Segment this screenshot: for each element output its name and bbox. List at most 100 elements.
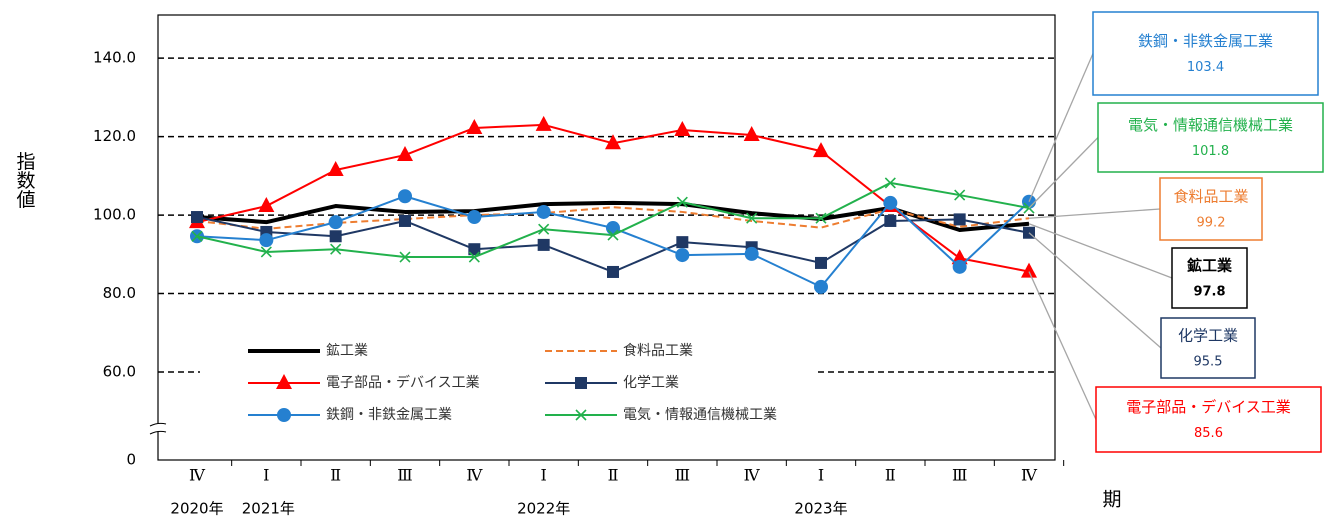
legend-label: 食料品工業 bbox=[623, 342, 693, 359]
legend-marker bbox=[277, 408, 291, 422]
callout-box bbox=[1095, 386, 1322, 453]
marker bbox=[674, 120, 691, 136]
callout-value: 101.8 bbox=[1192, 144, 1229, 159]
callout-name: 食料品工業 bbox=[1173, 188, 1248, 206]
marker bbox=[328, 215, 343, 230]
leader-line bbox=[1028, 271, 1097, 420]
callout-value: 85.6 bbox=[1194, 426, 1223, 441]
callout-box bbox=[1171, 247, 1248, 309]
marker bbox=[953, 213, 966, 226]
y-tick-label: 60.0 bbox=[103, 363, 136, 381]
callout-value: 103.4 bbox=[1187, 60, 1224, 75]
leader-line bbox=[1028, 223, 1173, 279]
marker bbox=[676, 236, 689, 249]
x-tick-label: Ⅰ bbox=[818, 466, 824, 485]
legend-marker bbox=[276, 374, 292, 389]
x-tick-label: Ⅳ bbox=[744, 466, 761, 485]
x-tick-label: Ⅳ bbox=[189, 466, 206, 485]
legend-label: 鉄鋼・非鉄金属工業 bbox=[326, 407, 452, 423]
callout-box bbox=[1092, 11, 1319, 96]
axis-break bbox=[149, 422, 167, 435]
marker bbox=[675, 248, 690, 263]
marker bbox=[815, 212, 827, 224]
marker bbox=[536, 204, 551, 219]
marker bbox=[954, 189, 966, 201]
callout-name: 鉄鋼・非鉄金属工業 bbox=[1138, 32, 1273, 50]
marker bbox=[1021, 262, 1037, 278]
legend-marker bbox=[575, 409, 587, 421]
x-axis-label: 期 bbox=[1102, 489, 1121, 511]
callout-box bbox=[1160, 317, 1256, 379]
leader-line bbox=[1028, 137, 1099, 209]
x-tick-label: Ⅲ bbox=[397, 466, 412, 485]
marker bbox=[538, 223, 550, 235]
marker bbox=[676, 196, 688, 208]
callout-value: 97.8 bbox=[1193, 285, 1225, 300]
marker bbox=[814, 279, 828, 294]
callout-name: 電気・情報通信機械工業 bbox=[1128, 116, 1293, 134]
y-tick-label: 100.0 bbox=[93, 206, 136, 224]
leader-line bbox=[1028, 53, 1094, 202]
callout-name: 電子部品・デバイス工業 bbox=[1126, 398, 1291, 416]
callout-value: 95.5 bbox=[1194, 355, 1223, 370]
callout-name: 化学工業 bbox=[1178, 327, 1238, 345]
year-label: 2022年 bbox=[517, 500, 570, 518]
legend-marker bbox=[575, 377, 587, 389]
legend-label: 化学工業 bbox=[623, 375, 679, 391]
marker bbox=[951, 249, 968, 265]
marker bbox=[467, 210, 482, 225]
x-tick-label: Ⅰ bbox=[263, 466, 269, 485]
year-label: 2021年 bbox=[242, 500, 295, 518]
x-tick-label: Ⅱ bbox=[330, 466, 341, 485]
marker bbox=[883, 195, 898, 210]
plot-frame bbox=[157, 14, 1056, 461]
callout-name: 鉱工業 bbox=[1187, 257, 1233, 275]
y-tick-label: 0 bbox=[126, 451, 136, 469]
x-tick-label: Ⅰ bbox=[541, 466, 547, 485]
marker bbox=[744, 246, 759, 261]
marker bbox=[260, 246, 272, 258]
y-axis-label: 指数値 bbox=[14, 151, 36, 208]
marker bbox=[397, 146, 413, 162]
marker bbox=[330, 243, 342, 255]
callout-box bbox=[1097, 102, 1324, 173]
marker bbox=[468, 243, 481, 256]
marker bbox=[952, 259, 967, 274]
marker bbox=[537, 238, 550, 251]
callout-box bbox=[1159, 177, 1263, 241]
legend-box bbox=[200, 332, 818, 442]
x-tick-label: Ⅲ bbox=[675, 466, 690, 485]
marker bbox=[605, 134, 621, 150]
year-label: 2023年 bbox=[794, 500, 847, 518]
marker bbox=[813, 142, 829, 158]
legend-label: 電気・情報通信機械工業 bbox=[623, 407, 777, 423]
leader-line bbox=[1028, 232, 1162, 349]
marker bbox=[329, 230, 342, 243]
marker bbox=[535, 115, 552, 131]
marker bbox=[746, 212, 758, 224]
x-tick-label: Ⅱ bbox=[885, 466, 896, 485]
legend-label: 鉱工業 bbox=[326, 342, 368, 359]
x-tick-label: Ⅳ bbox=[466, 466, 483, 485]
marker bbox=[607, 229, 619, 241]
year-label: 2020年 bbox=[170, 500, 223, 518]
x-tick-label: Ⅳ bbox=[1021, 466, 1038, 485]
marker bbox=[815, 256, 827, 269]
y-tick-label: 80.0 bbox=[103, 284, 136, 302]
marker bbox=[327, 160, 344, 176]
marker bbox=[743, 126, 760, 142]
marker bbox=[884, 177, 896, 189]
axis-break-gap bbox=[152, 424, 164, 432]
marker bbox=[399, 251, 411, 263]
y-tick-label: 120.0 bbox=[93, 127, 136, 145]
x-tick-label: Ⅲ bbox=[952, 466, 967, 485]
marker bbox=[399, 214, 411, 227]
marker bbox=[468, 251, 480, 263]
marker bbox=[259, 233, 274, 248]
marker bbox=[258, 197, 275, 213]
marker bbox=[607, 265, 619, 278]
marker bbox=[191, 211, 203, 224]
x-tick-label: Ⅱ bbox=[608, 466, 619, 485]
marker bbox=[191, 230, 203, 242]
marker bbox=[466, 118, 483, 134]
